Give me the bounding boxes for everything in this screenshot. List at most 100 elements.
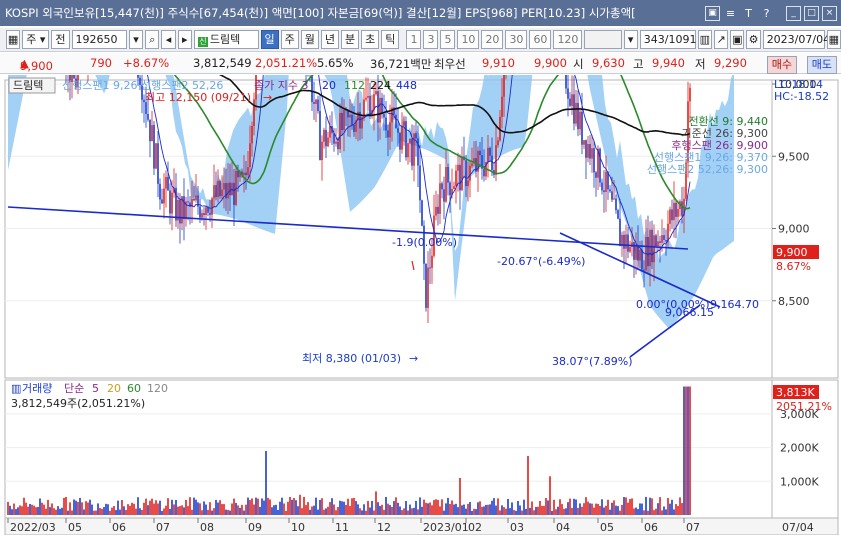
candle-body <box>205 207 207 215</box>
search-icon[interactable]: ⌕ <box>145 30 160 49</box>
volume-bar <box>301 508 303 515</box>
volume-bar <box>9 505 11 515</box>
trend-lines <box>7 206 721 358</box>
candle-body <box>499 116 501 141</box>
tf-week-button[interactable]: 주 <box>280 30 299 49</box>
volume-bar <box>397 502 399 515</box>
volume-bar <box>223 504 225 515</box>
interval-1-button[interactable]: 1 <box>406 30 422 49</box>
volume-value-label: 3,812,549주(2,051.21%) <box>11 397 145 410</box>
interval-20-button[interactable]: 20 <box>481 30 504 49</box>
candle-body <box>355 120 357 132</box>
font-icon[interactable]: T <box>745 6 752 20</box>
interval-10-button[interactable]: 10 <box>457 30 480 49</box>
volume-bar <box>595 503 597 515</box>
ma112-legend: 112 <box>344 79 365 92</box>
volume-bar <box>15 509 17 515</box>
volume-bar <box>373 510 375 515</box>
market-select[interactable]: 주 ▾ <box>22 30 50 49</box>
tf-year-button[interactable]: 년 <box>320 30 339 49</box>
volume-bar <box>41 502 43 515</box>
volume-bar <box>121 499 123 515</box>
new-tag-icon: 신 <box>197 37 208 47</box>
interval-dropdown-icon[interactable]: ▾ <box>623 30 638 49</box>
maximize-button[interactable]: □ <box>804 5 819 21</box>
info-line-tenkan: 전환선 9: 9,440 <box>688 115 768 128</box>
candle-body <box>663 235 665 240</box>
volume-bar <box>647 510 649 515</box>
volume-bar <box>157 503 159 515</box>
dropdown-icon[interactable]: ▾ <box>128 30 144 49</box>
candle-body <box>449 182 451 196</box>
candle-body <box>423 225 425 264</box>
interval-120-button[interactable]: 120 <box>553 30 583 49</box>
volume-bar <box>645 496 647 515</box>
candle-body <box>675 202 677 217</box>
volume-bar <box>347 498 349 515</box>
trend-tool-icon[interactable]: ↗ <box>713 30 729 49</box>
minimize-button[interactable]: _ <box>786 5 801 21</box>
bar-count-field[interactable]: 343/1091 <box>639 30 696 49</box>
volume-bar <box>405 501 407 515</box>
volume-bar <box>39 498 41 515</box>
volume-bar <box>263 500 265 515</box>
price-change: 790 <box>90 56 112 70</box>
volume-bar <box>503 507 505 515</box>
candle-body <box>637 246 639 261</box>
speaker-icon[interactable]: ◂ <box>161 30 176 49</box>
trendline-down <box>559 232 721 308</box>
interval-5-button[interactable]: 5 <box>440 30 456 49</box>
save-icon[interactable]: ▣ <box>730 30 745 49</box>
volume-bar <box>543 505 545 515</box>
tf-tick-button[interactable]: 틱 <box>381 30 400 49</box>
volume-pane[interactable] <box>4 379 773 519</box>
candle-body <box>183 196 185 220</box>
link-icon[interactable]: ▣ <box>705 5 720 21</box>
menu-icon[interactable]: ≡ <box>725 6 736 20</box>
candle-body <box>503 63 505 97</box>
volume-bar <box>257 498 259 515</box>
tf-month-button[interactable]: 월 <box>300 30 319 49</box>
candle-body <box>195 195 197 201</box>
zoom-icon[interactable]: ▥ <box>697 30 712 49</box>
max-price-label: 최고 12,150 (09/21) <box>145 91 251 104</box>
period-select[interactable]: 전 <box>51 30 70 49</box>
date-input[interactable]: 2023/07/04 <box>762 30 830 49</box>
stock-label-box[interactable] <box>8 77 56 94</box>
candle-body <box>659 241 661 243</box>
tf-minute-button[interactable]: 분 <box>341 30 360 49</box>
candle-body <box>323 129 325 142</box>
interval-custom-input[interactable] <box>584 30 622 49</box>
help-icon[interactable]: ? <box>763 6 770 20</box>
stock-name-field[interactable]: 신 드림텍 <box>193 30 259 49</box>
settings-icon[interactable]: ⚙ <box>746 30 761 49</box>
open-label: 시 <box>573 57 584 71</box>
candle-body <box>567 88 569 99</box>
candle-body <box>179 200 181 224</box>
tf-second-button[interactable]: 초 <box>361 30 380 49</box>
candle-body <box>337 141 339 150</box>
tf-day-button[interactable]: 일 <box>260 30 279 49</box>
close-button[interactable]: × <box>822 5 837 21</box>
stock-code-input[interactable]: 192650 <box>71 30 127 49</box>
volume-bar <box>221 504 223 515</box>
volume-bar <box>551 510 553 515</box>
volume-bar <box>393 501 395 515</box>
volume-bar <box>153 503 155 515</box>
candle-body <box>215 185 217 198</box>
current-price-tag-text: 9,900 <box>776 246 808 259</box>
volume-bar <box>663 506 665 515</box>
volume-bar <box>375 491 377 515</box>
sell-order-button[interactable]: 매도 <box>806 56 837 74</box>
volume-bar <box>249 500 251 515</box>
candle-body <box>249 143 251 168</box>
interval-30-button[interactable]: 30 <box>505 30 528 49</box>
grid-icon[interactable]: ▦ <box>6 30 21 49</box>
buy-order-button[interactable]: 매수 <box>766 56 797 74</box>
calendar-icon[interactable]: ▦ <box>826 30 841 49</box>
interval-60-button[interactable]: 60 <box>529 30 552 49</box>
prev-icon[interactable]: ▸ <box>177 30 192 49</box>
interval-3-button[interactable]: 3 <box>423 30 439 49</box>
